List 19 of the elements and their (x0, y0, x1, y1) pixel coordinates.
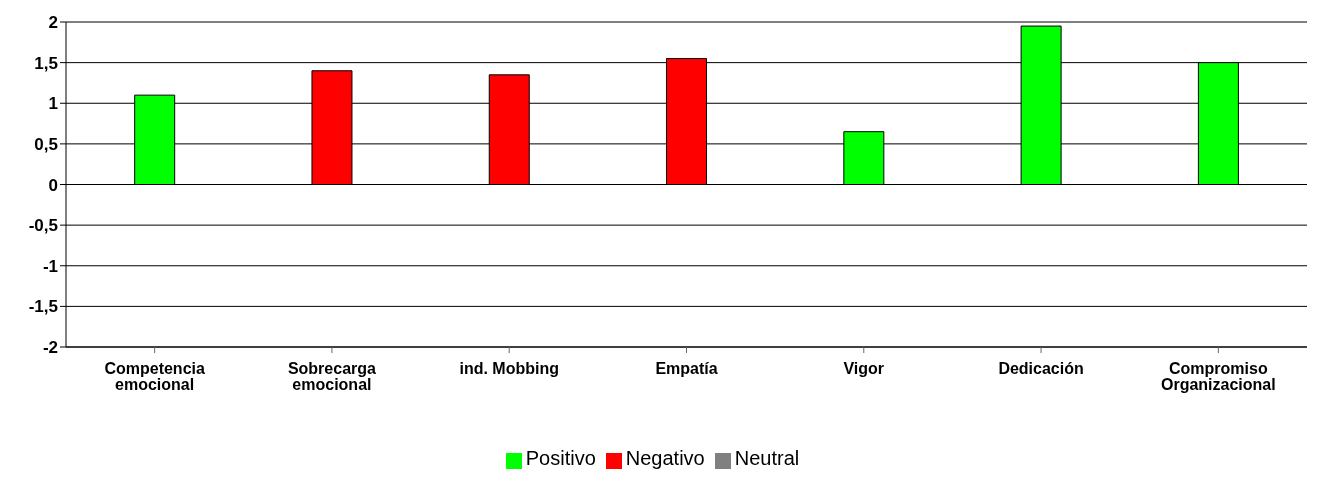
y-tick-label: 0,5 (34, 134, 58, 154)
x-tick-label: Compromiso Organizacional (1161, 360, 1276, 394)
y-tick-label: 1,5 (34, 53, 58, 73)
y-tick-label: -2 (42, 338, 58, 358)
y-tick-label: -1 (42, 256, 58, 276)
y-tick-label: -0,5 (28, 216, 58, 236)
y-tick-label: 0 (48, 175, 58, 195)
x-tick-label: Empatía (655, 360, 718, 378)
y-tick-label: -1,5 (28, 297, 58, 317)
legend-label: Negativo (625, 447, 705, 469)
legend-label: Neutral (734, 447, 800, 469)
legend-label: Positivo (525, 447, 596, 469)
y-tick-label: 1 (48, 94, 58, 114)
y-tick-label: 2 (48, 13, 58, 33)
x-tick-label: Vigor (843, 360, 885, 378)
x-tick-label: ind. Mobbing (459, 360, 559, 378)
x-tick-label: Sobrecarga emocional (287, 360, 377, 394)
x-tick-label: Competencia emocional (104, 360, 205, 394)
x-tick-label: Dedicación (998, 360, 1084, 378)
